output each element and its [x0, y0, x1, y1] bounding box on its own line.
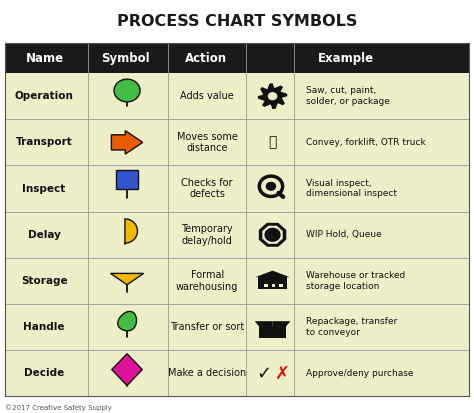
Text: Transfer or sort: Transfer or sort — [170, 322, 244, 332]
Polygon shape — [259, 223, 286, 247]
Bar — [264, 284, 268, 287]
Text: Make a decision: Make a decision — [168, 368, 246, 378]
Bar — [279, 284, 283, 287]
Text: Example: Example — [318, 52, 374, 65]
Text: ✓: ✓ — [256, 364, 271, 382]
Polygon shape — [110, 273, 144, 285]
Circle shape — [264, 228, 281, 242]
Polygon shape — [273, 321, 291, 326]
Bar — [116, 170, 138, 189]
Text: PROCESS CHART SYMBOLS: PROCESS CHART SYMBOLS — [117, 14, 357, 29]
Text: ©2017 Creative Safety Supply: ©2017 Creative Safety Supply — [5, 404, 111, 411]
Polygon shape — [264, 227, 282, 242]
Text: Temporary
delay/hold: Temporary delay/hold — [182, 224, 233, 246]
Polygon shape — [255, 321, 273, 326]
Text: Symbol: Symbol — [101, 52, 150, 65]
Text: Checks for
defects: Checks for defects — [182, 178, 233, 199]
Text: Warehouse or tracked
storage location: Warehouse or tracked storage location — [306, 271, 405, 291]
Text: WIP Hold, Queue: WIP Hold, Queue — [306, 230, 382, 239]
Text: Storage: Storage — [21, 276, 67, 286]
Text: Moves some
distance: Moves some distance — [177, 132, 237, 153]
Polygon shape — [112, 354, 142, 385]
Polygon shape — [258, 83, 287, 109]
Circle shape — [114, 79, 140, 102]
Text: Convey, forklift, OTR truck: Convey, forklift, OTR truck — [306, 138, 426, 147]
Bar — [5, 43, 469, 73]
Polygon shape — [125, 219, 137, 243]
Text: Repackage, transfer
to conveyor: Repackage, transfer to conveyor — [306, 318, 397, 337]
Text: Decide: Decide — [24, 368, 64, 378]
Text: ✗: ✗ — [274, 364, 290, 382]
Bar — [272, 284, 275, 287]
Text: Inspect: Inspect — [22, 184, 66, 194]
Bar — [258, 277, 287, 289]
Text: Action: Action — [185, 52, 227, 65]
Text: Formal
warehousing: Formal warehousing — [176, 270, 238, 292]
Text: Handle: Handle — [23, 322, 65, 332]
Polygon shape — [118, 311, 137, 331]
Text: Transport: Transport — [16, 138, 73, 147]
Text: 🛒: 🛒 — [268, 135, 277, 150]
Text: Approve/deny purchase: Approve/deny purchase — [306, 369, 413, 378]
Bar — [259, 326, 286, 338]
Bar — [5, 73, 469, 396]
Text: Visual inspect,
dimensional inspect: Visual inspect, dimensional inspect — [306, 179, 397, 198]
Text: Saw, cut, paint,
solder, or package: Saw, cut, paint, solder, or package — [306, 86, 390, 106]
Text: Name: Name — [26, 52, 64, 65]
FancyArrow shape — [111, 131, 143, 154]
Text: Delay: Delay — [27, 230, 61, 240]
Polygon shape — [255, 271, 290, 277]
Text: Operation: Operation — [15, 91, 73, 101]
Circle shape — [268, 92, 277, 100]
Circle shape — [266, 182, 276, 191]
Text: Adds value: Adds value — [180, 91, 234, 101]
